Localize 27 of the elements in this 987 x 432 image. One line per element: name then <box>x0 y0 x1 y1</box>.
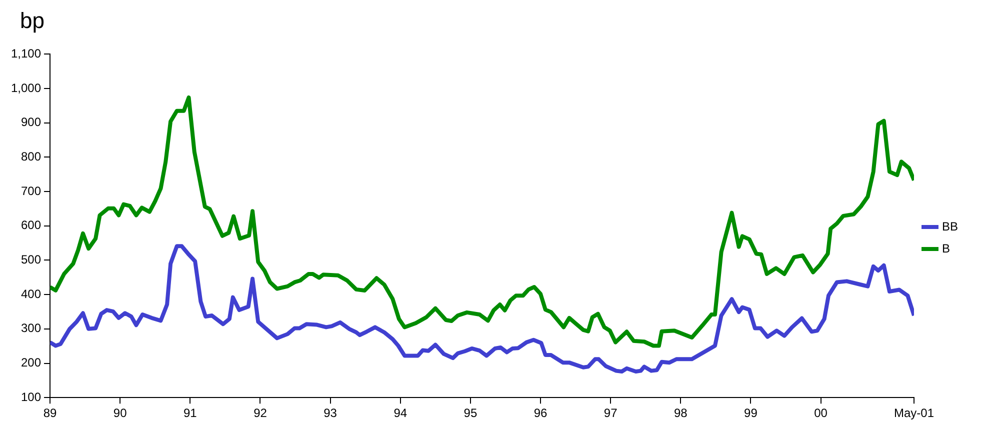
x-tick-label: 97 <box>604 406 618 420</box>
y-tick-label: 400 <box>21 286 42 301</box>
x-tick-label: 95 <box>464 406 478 420</box>
y-tick-label: 100 <box>21 390 42 404</box>
x-tick-label: 90 <box>113 406 128 420</box>
x-tick-label: 89 <box>43 406 58 420</box>
x-tick-label: 98 <box>674 406 688 420</box>
y-tick-label: 800 <box>21 150 42 164</box>
x-tick-label: 96 <box>534 406 548 420</box>
y-tick-label: 200 <box>21 356 42 370</box>
y-tick-label: 300 <box>21 321 42 336</box>
y-tick-label: 600 <box>21 218 42 232</box>
x-tick-label: 00 <box>814 406 828 420</box>
x-tick-label: 92 <box>254 406 268 420</box>
x-tick-label: 99 <box>744 406 758 420</box>
y-tick-label: 500 <box>21 252 42 267</box>
x-tick-label: May-01 <box>894 406 934 420</box>
x-tick-label: 91 <box>183 406 198 420</box>
y-axis-title: bp <box>20 8 46 35</box>
legend-label: B <box>942 241 950 256</box>
y-tick-label: 700 <box>21 184 42 198</box>
x-tick-label: 93 <box>324 406 338 420</box>
x-tick-label: 94 <box>394 406 408 420</box>
y-tick-label: 1,100 <box>11 46 42 61</box>
legend-label: BB <box>942 219 958 234</box>
y-tick-label: 900 <box>21 115 42 130</box>
y-tick-label: 1,000 <box>11 80 42 95</box>
